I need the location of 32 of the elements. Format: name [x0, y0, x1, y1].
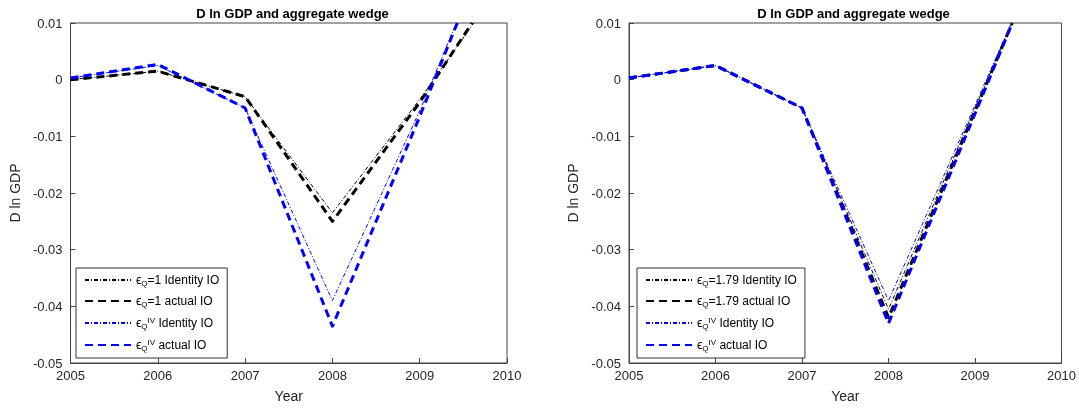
- chart-title: D ln GDP and aggregate wedge: [757, 6, 950, 21]
- y-tick-label: 0.01: [37, 15, 63, 31]
- x-tick-label: 2008: [874, 368, 903, 383]
- y-tick-label: -0.01: [591, 128, 621, 144]
- y-tick-label: 0.01: [595, 15, 621, 31]
- y-tick-label: -0.02: [591, 185, 621, 201]
- y-tick-label: -0.02: [32, 185, 63, 201]
- y-tick-label: 0: [55, 72, 63, 88]
- chart-title: D ln GDP and aggregate wedge: [196, 6, 389, 21]
- x-axis-title: Year: [831, 388, 860, 404]
- y-tick-label: -0.03: [591, 242, 621, 258]
- y-axis-title: D ln GDP: [7, 163, 23, 223]
- y-tick-label: -0.04: [591, 298, 621, 314]
- y-tick-label: -0.03: [32, 242, 63, 258]
- y-axis-title: D ln GDP: [565, 163, 582, 223]
- y-tick-label: -0.01: [32, 128, 63, 144]
- x-tick-label: 2010: [1047, 368, 1076, 383]
- x-tick-label: 2009: [405, 368, 435, 383]
- x-tick-label: 2007: [230, 368, 260, 383]
- y-tick-label: 0: [613, 72, 621, 88]
- x-tick-label: 2005: [614, 368, 644, 383]
- x-axis-title: Year: [274, 388, 304, 404]
- x-tick-label: 2006: [143, 368, 173, 383]
- x-tick-label: 2010: [492, 368, 522, 383]
- x-tick-label: 2005: [56, 368, 85, 383]
- x-tick-label: 2007: [787, 368, 817, 383]
- y-tick-label: -0.05: [32, 355, 63, 371]
- x-tick-label: 2008: [317, 368, 347, 383]
- y-tick-label: -0.04: [32, 298, 63, 314]
- x-tick-label: 2006: [701, 368, 730, 383]
- x-tick-label: 2009: [960, 368, 990, 383]
- y-tick-label: -0.05: [591, 355, 621, 371]
